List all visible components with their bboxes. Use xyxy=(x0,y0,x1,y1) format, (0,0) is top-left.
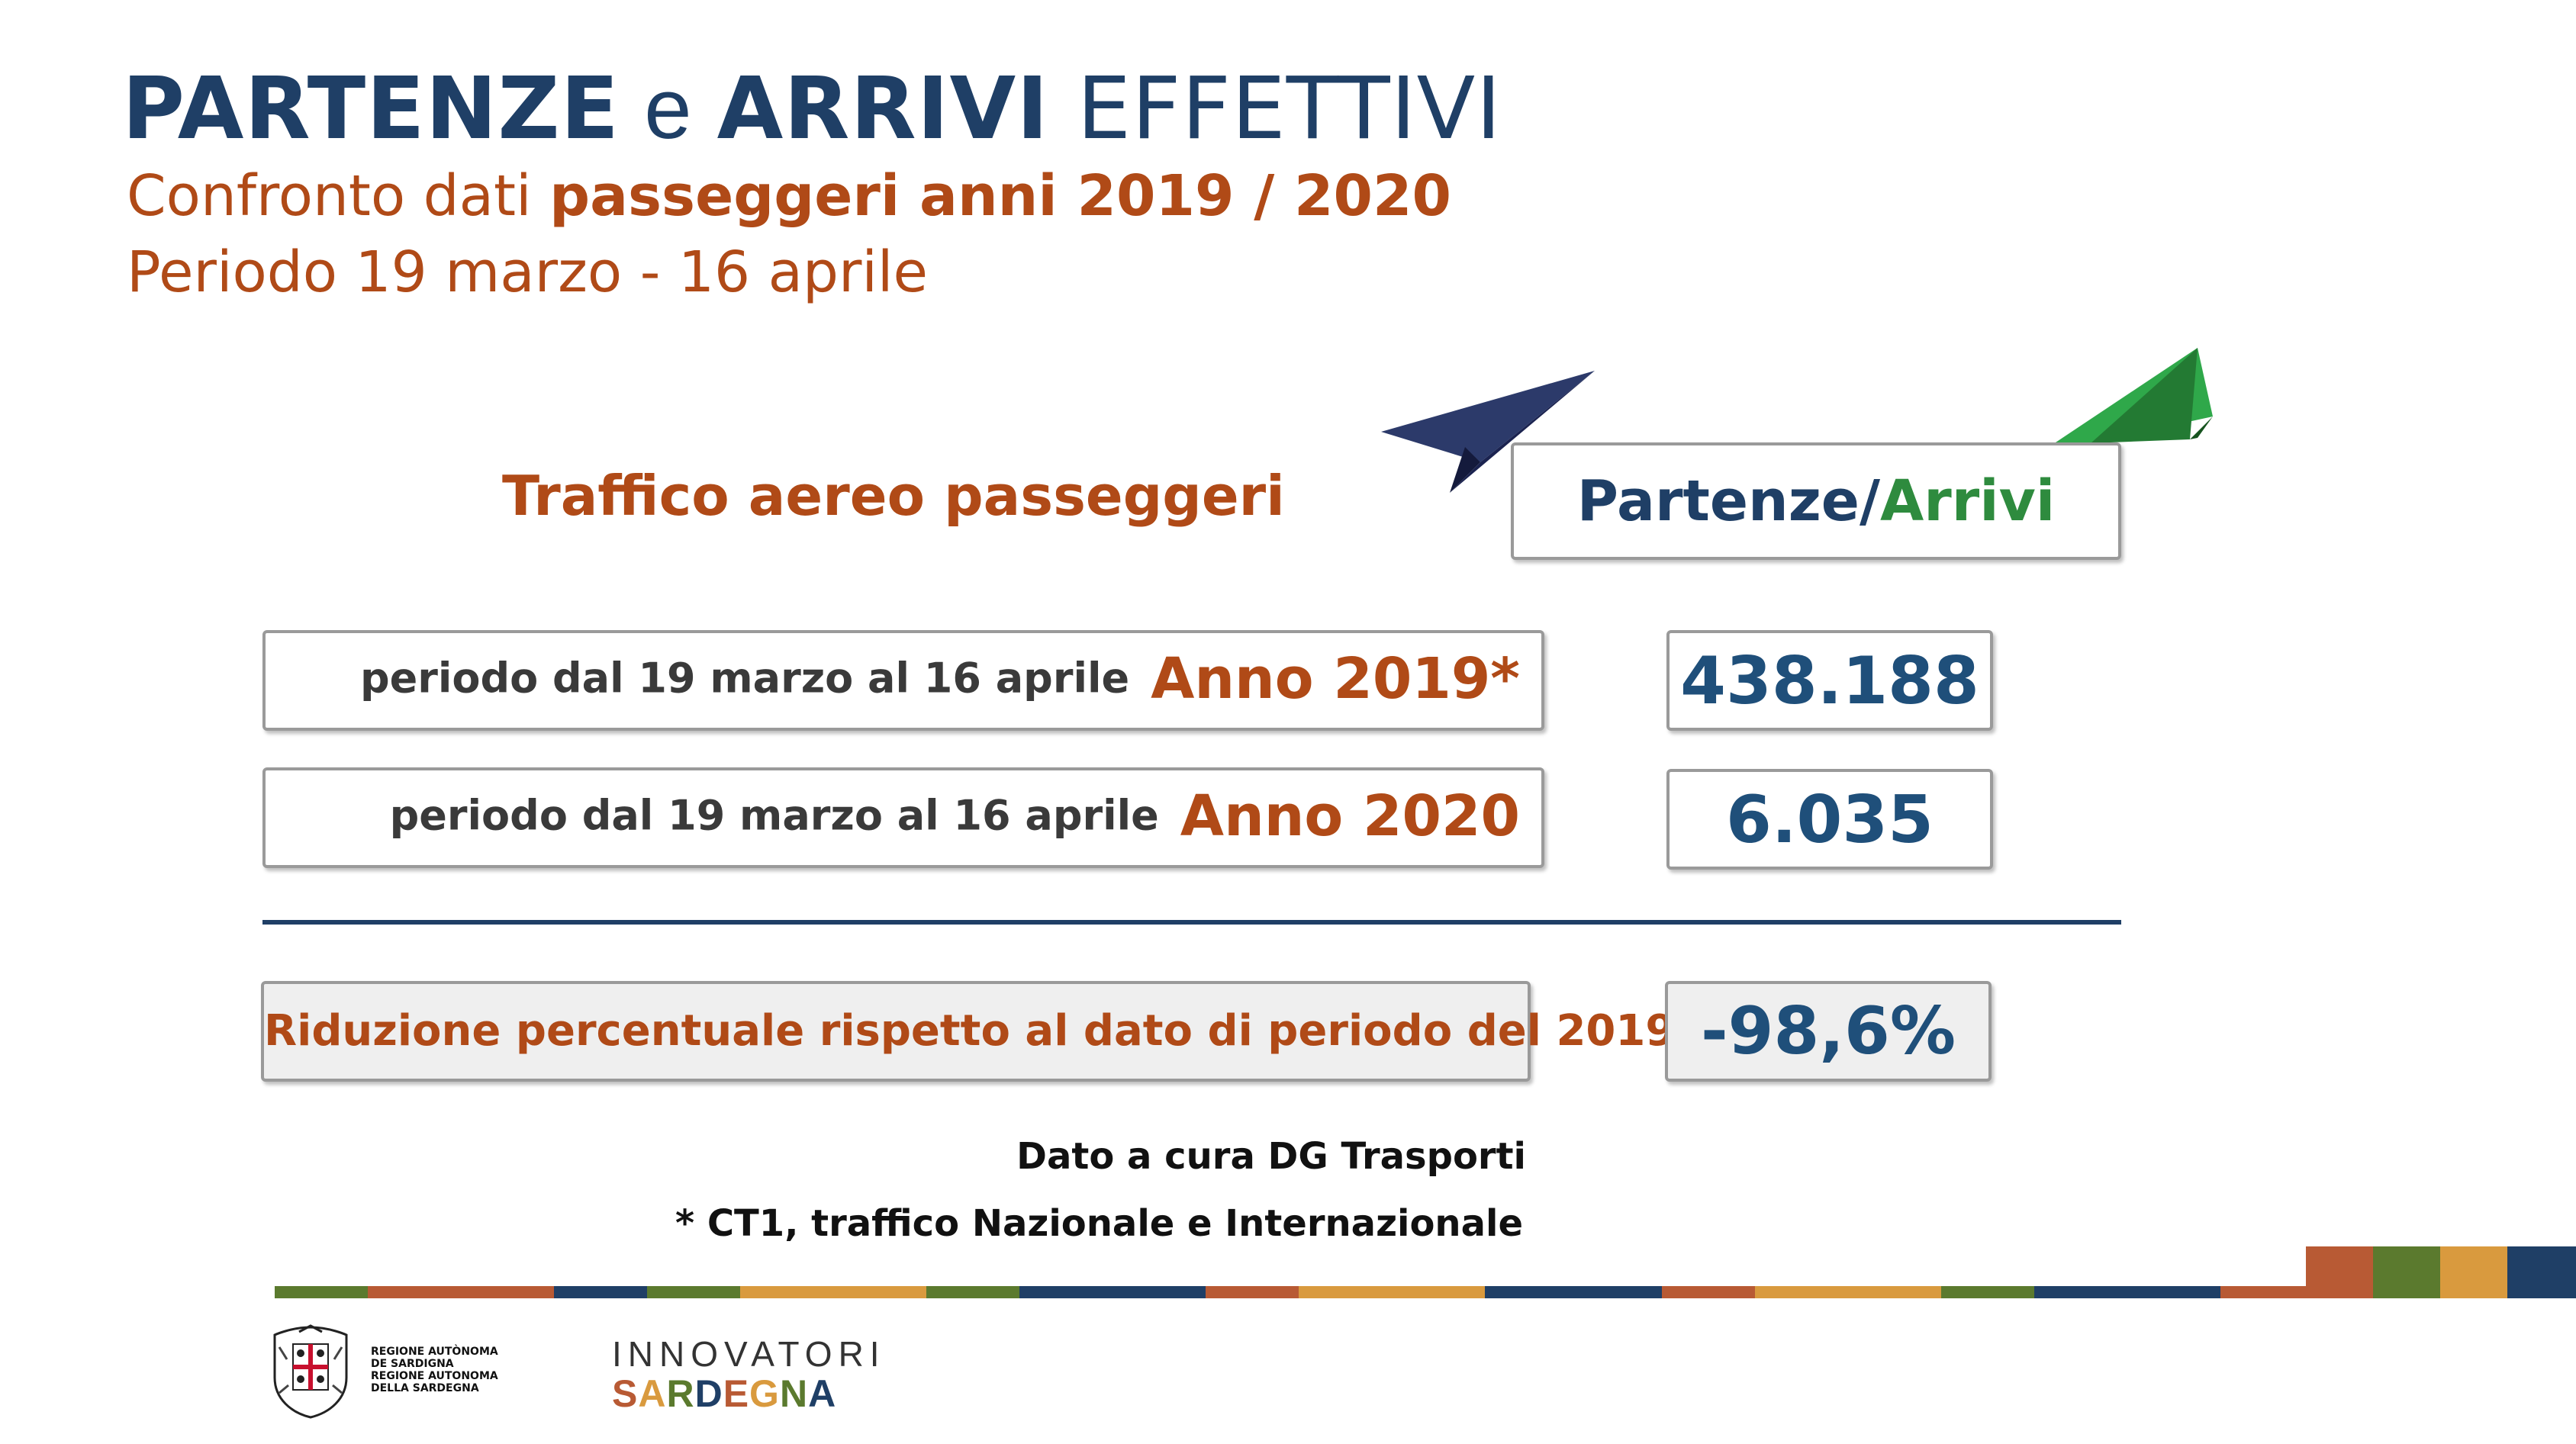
section-heading: Traffico aereo passeggeri xyxy=(502,464,1285,528)
title-effettivi: EFFETTIVI xyxy=(1077,59,1502,159)
reduction-label: Riduzione percentuale rispetto al dato d… xyxy=(261,981,1675,1082)
title-arrivi: ARRIVI xyxy=(716,59,1049,159)
row-period-label: periodo dal 19 marzo al 16 aprile xyxy=(389,791,1159,840)
row-year-label: Anno 2020 xyxy=(1180,783,1520,849)
title-partenze: PARTENZE xyxy=(122,59,620,159)
brand-sardegna: SARDEGNA xyxy=(612,1372,837,1415)
subtitle-comparison: Confronto dati passeggeri anni 2019 / 20… xyxy=(127,163,1451,229)
value-2020: 6.035 xyxy=(1666,769,1993,870)
column-label-partenze-arrivi: Partenze/Arrivi xyxy=(1511,442,2121,560)
divider-line xyxy=(262,920,2121,925)
row-period-label: periodo dal 19 marzo al 16 aprile xyxy=(359,654,1130,703)
region-logo-text: REGIONE AUTÒNOMA DE SARDIGNA REGIONE AUT… xyxy=(371,1346,498,1394)
subtitle-period: Periodo 19 marzo - 16 aprile xyxy=(127,240,929,305)
row-label-2019: periodo dal 19 marzo al 16 aprile Anno 20… xyxy=(262,630,1544,731)
reduction-value: -98,6% xyxy=(1665,981,1992,1082)
value-2019: 438.188 xyxy=(1666,630,1993,731)
sardinia-coat-of-arms-icon xyxy=(273,1324,348,1419)
row-year-label: Anno 2019* xyxy=(1151,645,1520,712)
page-title: PARTENZE e ARRIVI EFFETTIVI xyxy=(122,59,1502,159)
source-note: Dato a cura DG Trasporti xyxy=(1016,1135,1526,1178)
title-e: e xyxy=(644,61,693,156)
row-label-2020: periodo dal 19 marzo al 16 aprile Anno 20… xyxy=(262,767,1544,868)
paper-plane-green-icon xyxy=(2037,348,2213,455)
brand-innovatori: INNOVATORI xyxy=(612,1334,886,1374)
footnote: * CT1, traffico Nazionale e Internaziona… xyxy=(675,1202,1523,1245)
paper-plane-navy-icon xyxy=(1381,371,1595,493)
